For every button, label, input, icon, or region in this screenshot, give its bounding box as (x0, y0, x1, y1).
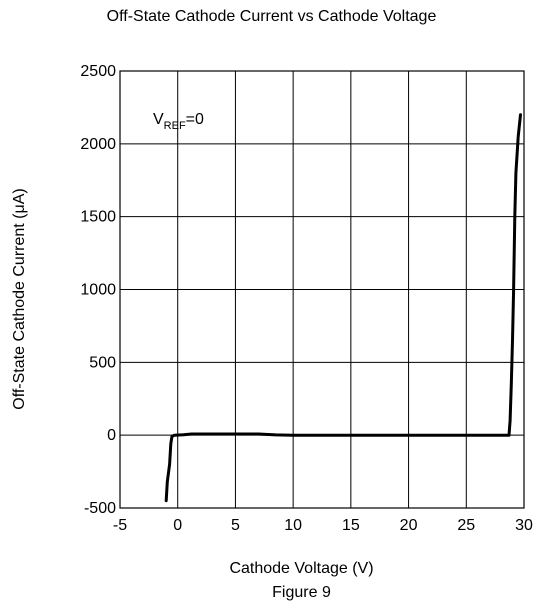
y-tick-label: 500 (89, 354, 116, 371)
x-tick-label: 25 (457, 517, 475, 534)
chart-title: Off-State Cathode Current vs Cathode Vol… (106, 8, 437, 25)
annotation-sub: REF (164, 120, 186, 132)
plot-frame (119, 70, 525, 509)
x-tick-label: 0 (173, 517, 182, 534)
x-tick-label: 10 (284, 517, 302, 534)
figure-caption: Figure 9 (272, 584, 331, 601)
x-axis-label: Cathode Voltage (V) (229, 560, 374, 577)
x-tick-label: 5 (231, 517, 240, 534)
y-tick-label: 2000 (80, 136, 116, 153)
x-tick-label: 30 (515, 517, 533, 534)
annotation-main: V (153, 111, 164, 128)
grid-lines (119, 70, 525, 509)
x-tick-label: 15 (342, 517, 360, 534)
series-line (164, 113, 522, 503)
y-tick-label: 1500 (80, 209, 116, 226)
y-tick-label: -500 (84, 500, 116, 517)
annotation-rest: =0 (186, 111, 204, 128)
x-tick-label: 20 (400, 517, 418, 534)
y-tick-label: 2500 (80, 63, 116, 80)
y-tick-label: 0 (107, 427, 116, 444)
x-tick-label: -5 (113, 517, 127, 534)
tick-labels: -5 0 5 10 15 20 25 30 -500 0 500 1000 1500 2000 2500 (80, 63, 533, 534)
y-tick-label: 1000 (80, 282, 116, 299)
vref-annotation: VREF=0 (153, 111, 204, 132)
